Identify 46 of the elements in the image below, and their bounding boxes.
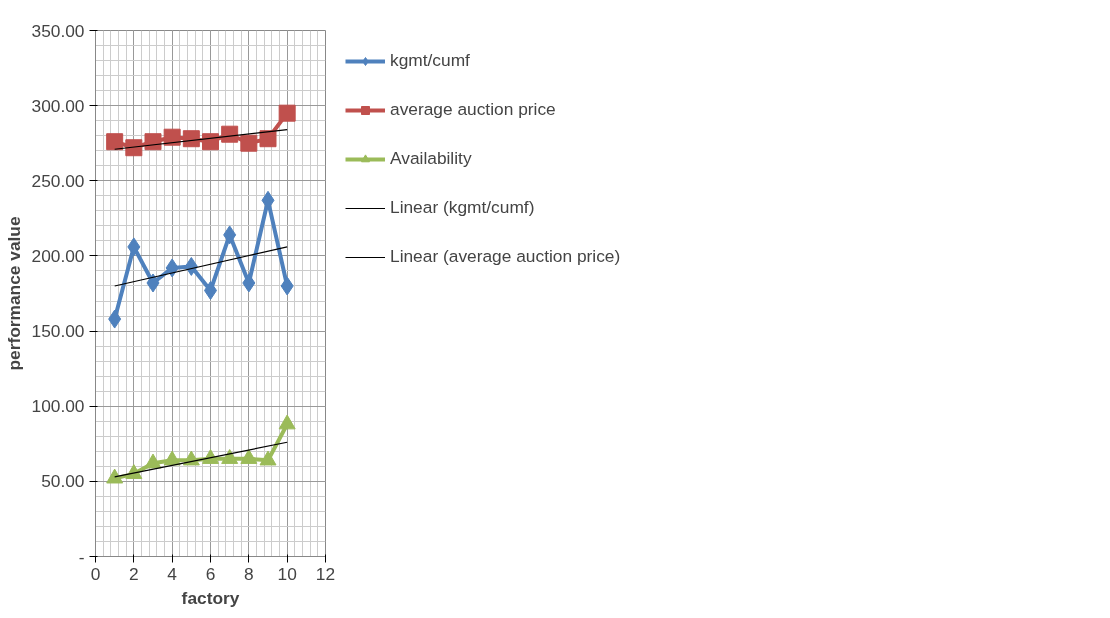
- y-tick-label: 100.00: [31, 396, 85, 417]
- y-tick-label: 250.00: [31, 170, 85, 191]
- point: [144, 133, 162, 151]
- x-tick-label: 2: [129, 563, 139, 584]
- x-tick-label: 8: [244, 563, 254, 584]
- y-tick-label: 350.00: [31, 20, 85, 41]
- point: [125, 139, 143, 157]
- point: [182, 130, 200, 148]
- point: [278, 104, 296, 122]
- x-tick-label: 0: [90, 563, 101, 584]
- point: [144, 453, 162, 469]
- y-axis-title: performance value: [3, 216, 24, 371]
- y-tick-label: 150.00: [31, 321, 85, 342]
- point: [240, 449, 258, 464]
- point: [165, 258, 179, 278]
- point: [202, 133, 219, 151]
- point: [242, 273, 256, 293]
- y-tick-label: -: [78, 546, 85, 567]
- point: [146, 273, 160, 293]
- x-tick-label: 12: [315, 563, 336, 584]
- y-tick-label: 50.00: [41, 471, 85, 492]
- point: [163, 128, 181, 146]
- x-axis-title: factory: [181, 587, 240, 608]
- point: [106, 468, 124, 484]
- point: [163, 450, 181, 466]
- point: [259, 450, 277, 466]
- x-tick-label: 10: [277, 563, 297, 584]
- legend-label: kgmt/cumf: [390, 50, 470, 71]
- point: [221, 449, 239, 464]
- legend-label: Linear (average auction price): [390, 246, 621, 267]
- point: [106, 133, 124, 151]
- y-tick-label: 300.00: [31, 95, 85, 116]
- point: [223, 225, 237, 245]
- point: [280, 276, 294, 296]
- x-tick-label: 6: [205, 563, 216, 584]
- legend-label: Linear (kgmt/cumf): [390, 197, 535, 218]
- point: [127, 237, 141, 257]
- y-tick-label: 200.00: [31, 245, 85, 266]
- x-tick-label: 4: [167, 563, 178, 584]
- legend-label: average auction price: [390, 99, 556, 120]
- point: [240, 134, 258, 152]
- point: [259, 130, 277, 148]
- legend-label: Availability: [390, 148, 472, 169]
- point: [221, 125, 239, 143]
- point: [108, 309, 122, 329]
- point: [278, 414, 296, 430]
